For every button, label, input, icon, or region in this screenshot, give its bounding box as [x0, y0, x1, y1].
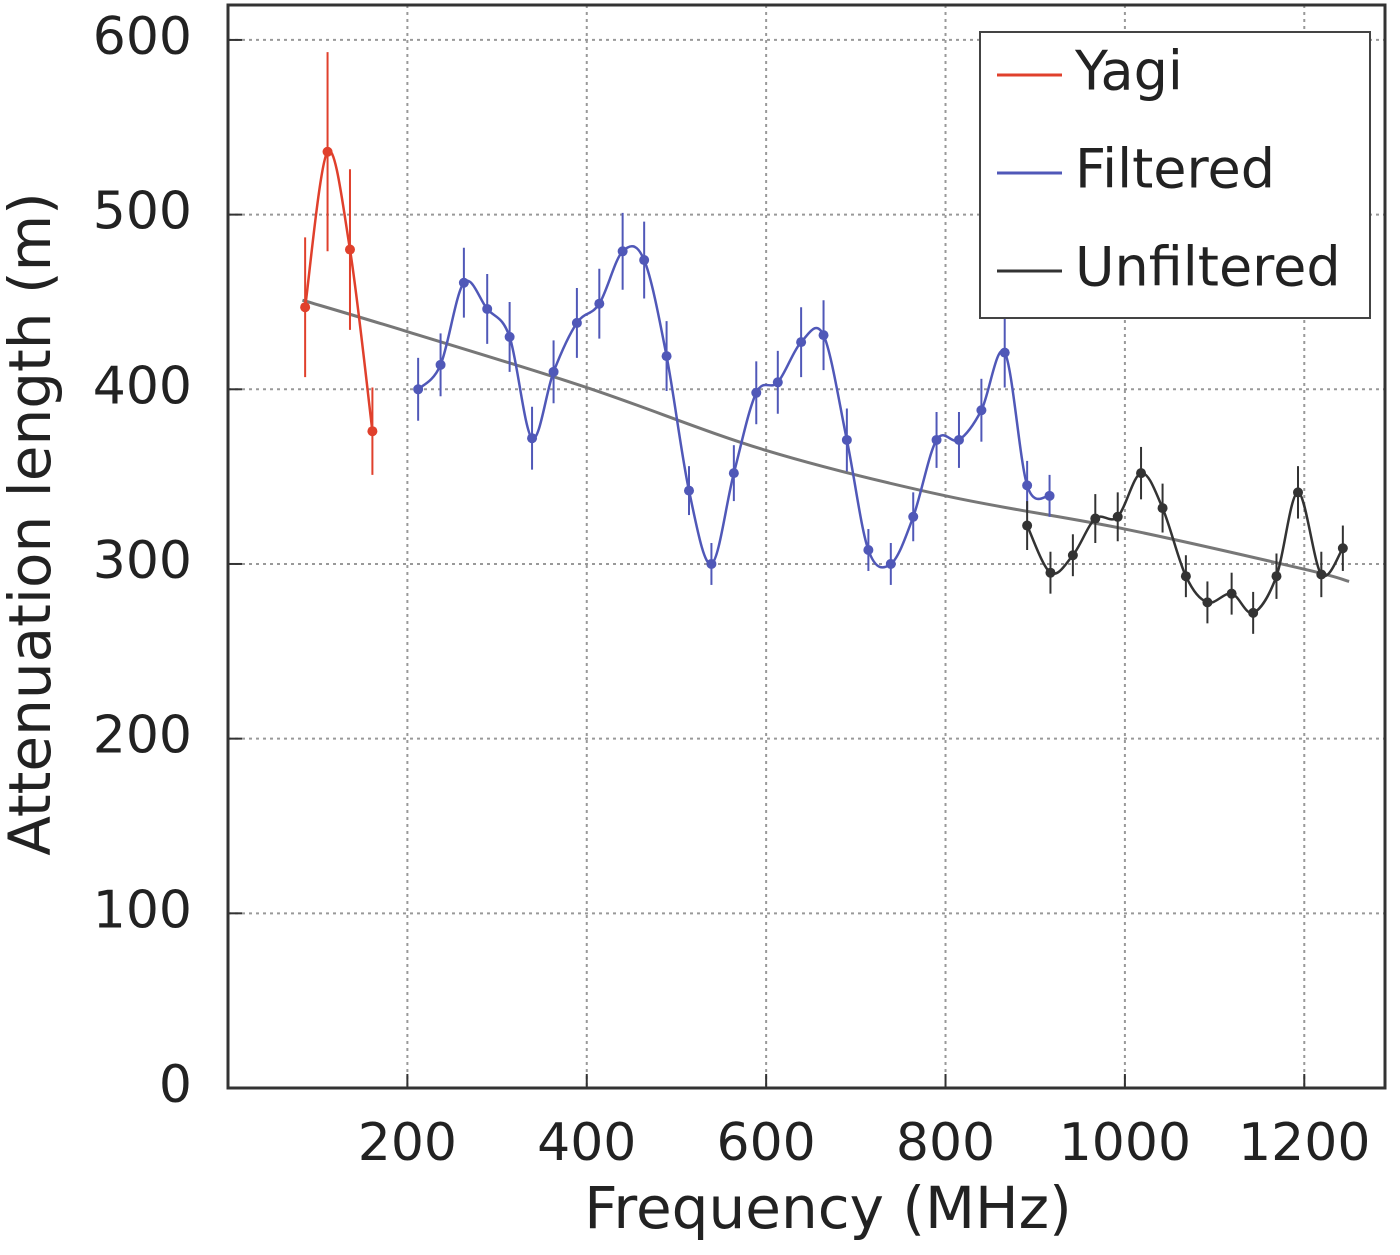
y-axis-title: Attenuation length (m) [0, 192, 64, 856]
data-point [931, 434, 942, 445]
y-tick-label: 400 [93, 356, 192, 416]
data-point [1136, 468, 1147, 479]
data-point [684, 485, 695, 496]
data-point [1112, 511, 1123, 522]
data-point [661, 351, 672, 362]
data-point [1316, 569, 1327, 580]
data-point [1157, 503, 1168, 514]
y-tick-label: 200 [93, 706, 192, 766]
data-point [639, 255, 650, 266]
data-point [1180, 571, 1191, 582]
data-point [818, 330, 829, 341]
data-point [706, 558, 717, 569]
data-point [999, 347, 1010, 358]
data-point [728, 468, 739, 479]
data-point [1067, 550, 1078, 561]
y-tick-label: 500 [93, 182, 192, 242]
x-tick-label: 1200 [1238, 1113, 1370, 1173]
data-point [548, 366, 559, 377]
y-tick-label: 100 [93, 880, 192, 940]
legend-label: Yagi [1074, 40, 1183, 103]
data-point [1226, 588, 1237, 599]
data-point [953, 434, 964, 445]
data-point [1271, 571, 1282, 582]
x-tick-label: 200 [358, 1113, 457, 1173]
x-tick-label: 600 [717, 1113, 816, 1173]
data-point [571, 317, 582, 328]
data-point [527, 433, 538, 444]
fit-line [302, 298, 1350, 583]
data-point [796, 337, 807, 348]
data-point [1090, 513, 1101, 524]
data-point [1044, 490, 1055, 501]
data-point [1293, 487, 1304, 498]
data-point [1022, 480, 1033, 491]
data-point [885, 558, 896, 569]
data-point [413, 384, 424, 395]
data-point [772, 377, 783, 388]
data-point [1202, 597, 1213, 608]
x-tick-label: 1000 [1059, 1113, 1191, 1173]
data-point [435, 359, 446, 370]
data-point [1337, 543, 1348, 554]
data-point [344, 244, 355, 255]
data-point [367, 426, 378, 437]
data-point [482, 303, 493, 314]
data-point [322, 146, 333, 157]
x-tick-label: 800 [896, 1113, 995, 1173]
data-point [751, 387, 762, 398]
data-point [841, 434, 852, 445]
data-point [300, 302, 311, 313]
data-point [863, 544, 874, 555]
data-point [1045, 567, 1056, 578]
data-point [594, 298, 605, 309]
data-point [1248, 607, 1259, 618]
legend: Yagi Filtered Unfiltered [979, 31, 1371, 319]
data-point [976, 405, 987, 416]
y-tick-label: 600 [93, 7, 192, 67]
y-tick-label: 0 [159, 1055, 192, 1115]
legend-label: Filtered [1075, 138, 1275, 201]
x-axis-title: Frequency (MHz) [584, 1174, 1071, 1242]
x-tick-label: 400 [537, 1113, 636, 1173]
data-point [1022, 520, 1033, 531]
legend-label: Unfiltered [1075, 236, 1341, 299]
series-line [303, 149, 374, 432]
data-point [908, 511, 919, 522]
data-point [458, 277, 469, 288]
data-point [504, 331, 515, 342]
plot-frame [226, 3, 1387, 1090]
data-point [617, 246, 628, 257]
y-tick-label: 300 [93, 531, 192, 591]
series-line [417, 245, 1051, 569]
